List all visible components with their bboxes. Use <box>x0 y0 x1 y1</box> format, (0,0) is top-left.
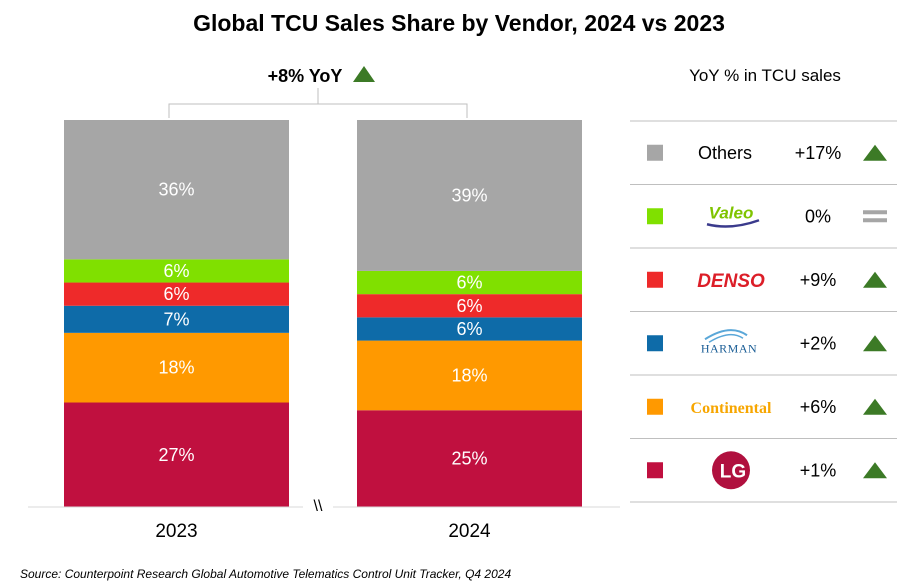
yoy-column-header: YoY % in TCU sales <box>689 66 841 85</box>
data-label-harman-2024: 6% <box>456 319 482 339</box>
bar-harman-2023 <box>64 305 289 333</box>
data-label-valeo-2023: 6% <box>163 261 189 281</box>
bar-continental-2024 <box>357 340 582 411</box>
data-label-valeo-2024: 6% <box>456 273 482 293</box>
total-change-label: +8% YoY <box>268 66 343 86</box>
continental-logo: Continental <box>691 400 772 417</box>
data-label-continental-2023: 18% <box>158 358 194 378</box>
legend-label-others: Others <box>698 143 752 163</box>
valeo-logo: Valeo <box>709 203 754 222</box>
category-label-2023: 2023 <box>155 521 197 542</box>
yoy-value-denso: +9% <box>800 270 837 290</box>
total-change-up-icon <box>353 66 375 82</box>
up-triangle-icon <box>863 271 887 288</box>
bars-group: 27% 18% 7% 6% 6% 36% 25% 18% 6% 6% 6% 39% <box>64 120 582 507</box>
bracket-line <box>168 103 468 118</box>
bar-continental-2023 <box>64 332 289 403</box>
data-label-harman-2023: 7% <box>163 309 189 329</box>
yoy-value-others: +17% <box>795 143 842 163</box>
up-triangle-icon <box>863 144 887 161</box>
category-labels: 2023 2024 <box>155 521 491 542</box>
bar-valeo-2023 <box>64 259 289 283</box>
harman-logo-arc <box>708 333 744 343</box>
source-note: Source: Counterpoint Research Global Aut… <box>20 567 512 581</box>
bar-lg-2024 <box>357 410 582 507</box>
up-triangle-icon <box>863 398 887 415</box>
flat-equals-icon <box>863 210 887 215</box>
axis-break-mark: \\ <box>314 498 323 515</box>
legend-swatch-harman <box>647 335 663 352</box>
up-triangle-icon <box>863 462 887 479</box>
legend-swatch-valeo <box>647 208 663 225</box>
harman-logo-arc <box>704 329 748 341</box>
denso-logo: DENSO <box>697 271 765 292</box>
legend-swatch-continental <box>647 398 663 415</box>
bar-lg-2023 <box>64 402 289 507</box>
yoy-value-continental: +6% <box>800 397 837 417</box>
legend-table: Others +17% Valeo 0% DENSO +9% HARMAN +2% Contin… <box>630 120 897 503</box>
legend-swatch-others <box>647 144 663 161</box>
yoy-value-valeo: 0% <box>805 206 831 226</box>
flat-equals-icon <box>863 218 887 223</box>
bar-others-2023 <box>64 120 289 260</box>
total-change-bracket: +8% YoY <box>168 62 468 118</box>
data-label-others-2023: 36% <box>158 180 194 200</box>
harman-logo: HARMAN <box>701 341 757 355</box>
bar-others-2024 <box>357 120 582 271</box>
bar-denso-2024 <box>357 294 582 318</box>
data-label-others-2024: 39% <box>451 185 487 205</box>
yoy-value-lg: +1% <box>800 460 837 480</box>
lg-logo-circle <box>712 451 750 490</box>
data-label-lg-2024: 25% <box>451 449 487 469</box>
data-label-denso-2023: 6% <box>163 284 189 304</box>
bar-denso-2023 <box>64 282 289 306</box>
legend-swatch-lg <box>647 462 663 479</box>
yoy-value-harman: +2% <box>800 333 837 353</box>
bar-harman-2024 <box>357 317 582 341</box>
data-label-lg-2023: 27% <box>158 445 194 465</box>
lg-logo: LG <box>720 461 746 482</box>
chart-title: Global TCU Sales Share by Vendor, 2024 v… <box>193 10 725 36</box>
category-label-2024: 2024 <box>448 521 491 542</box>
data-label-continental-2024: 18% <box>451 365 487 385</box>
legend-swatch-denso <box>647 271 663 288</box>
axis-break-gap <box>303 498 333 516</box>
valeo-logo-swoosh <box>706 219 760 228</box>
data-label-denso-2024: 6% <box>456 296 482 316</box>
bar-valeo-2024 <box>357 270 582 295</box>
up-triangle-icon <box>863 335 887 352</box>
